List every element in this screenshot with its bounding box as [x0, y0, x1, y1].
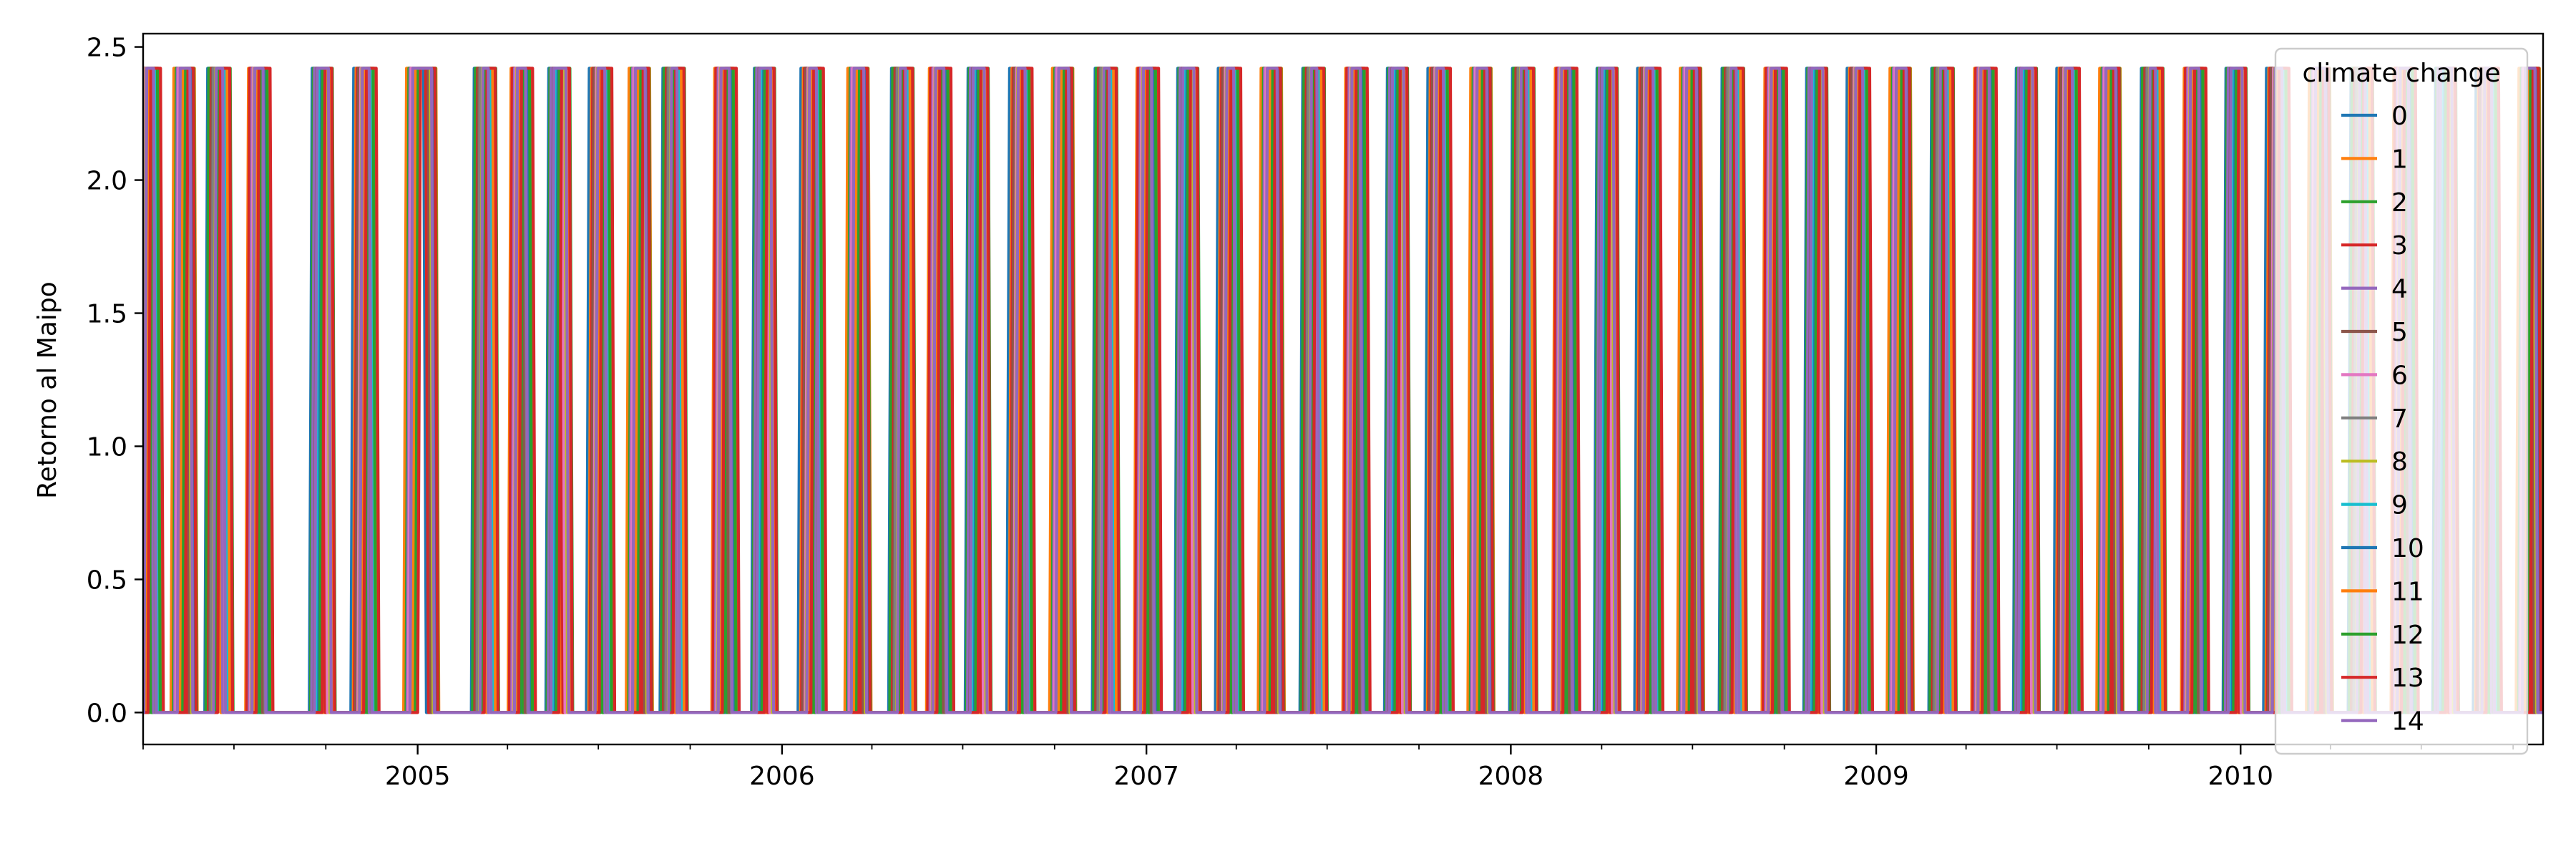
y-tick-label: 0.0	[87, 699, 127, 728]
legend-box	[2274, 47, 2529, 755]
y-axis: 0.0 0.5 1.0 1.5 2.0 2.5	[87, 34, 143, 728]
legend-label-13: 13	[2391, 664, 2424, 693]
y-tick-label: 2.5	[87, 34, 127, 63]
plot-frame	[142, 32, 2545, 746]
legend-label-14: 14	[2391, 707, 2424, 737]
legend-label-4: 4	[2391, 275, 2408, 304]
legend-label-2: 2	[2391, 188, 2408, 218]
legend-label-9: 9	[2391, 491, 2408, 520]
legend-label-12: 12	[2391, 621, 2424, 650]
legend-label-8: 8	[2391, 447, 2408, 477]
legend-label-10: 10	[2391, 534, 2424, 563]
x-axis: 2005 2006 2007 2008 2009 2010	[142, 744, 2514, 791]
x-tick-label: 2006	[749, 762, 815, 791]
legend-title: climate change	[2302, 59, 2500, 88]
series-line-14	[143, 67, 2543, 714]
legend-label-6: 6	[2391, 361, 2408, 390]
legend-label-1: 1	[2391, 145, 2408, 174]
y-axis-label: Retorno al Maipo	[33, 281, 62, 499]
series-lines	[143, 67, 2543, 714]
y-tick-label: 2.0	[87, 167, 127, 196]
x-tick-label: 2005	[385, 762, 451, 791]
legend-label-7: 7	[2391, 404, 2408, 434]
y-tick-label: 1.0	[87, 432, 127, 462]
legend-label-0: 0	[2391, 102, 2408, 131]
x-tick-label: 2008	[1478, 762, 1544, 791]
legend-label-3: 3	[2391, 231, 2408, 261]
x-tick-label: 2007	[1113, 762, 1179, 791]
x-tick-label: 2010	[2207, 762, 2273, 791]
y-tick-label: 0.5	[87, 566, 127, 595]
x-tick-label: 2009	[1843, 762, 1909, 791]
legend-label-11: 11	[2391, 577, 2424, 606]
y-tick-label: 1.5	[87, 300, 127, 329]
legend-label-5: 5	[2391, 318, 2408, 347]
